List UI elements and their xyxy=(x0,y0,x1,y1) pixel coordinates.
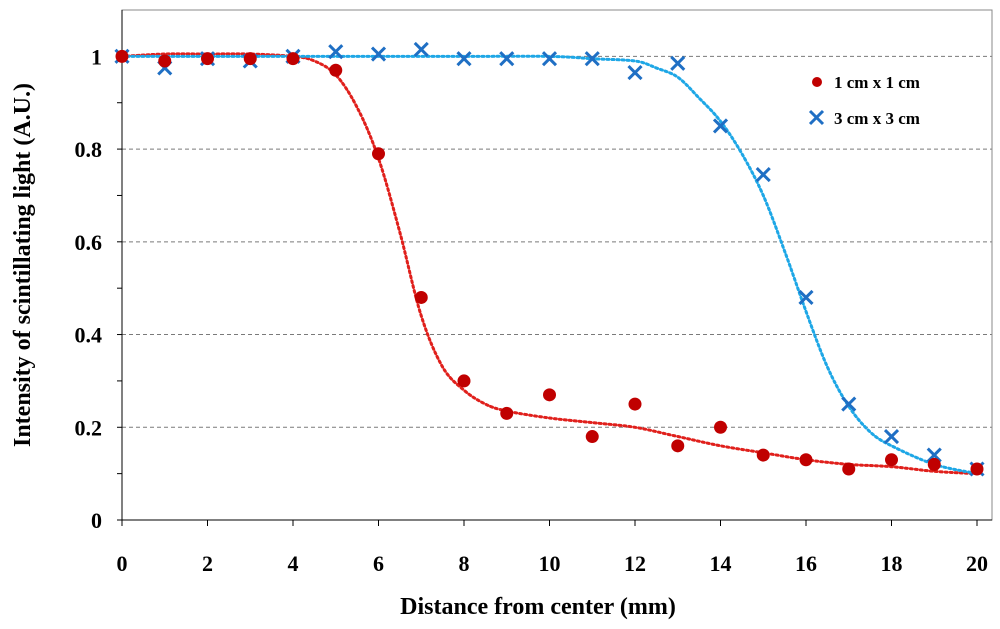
x-tick-label: 12 xyxy=(624,551,646,576)
data-point-series-2 xyxy=(798,289,814,306)
data-point-series-2 xyxy=(456,51,472,67)
x-axis-title: Distance from center (mm) xyxy=(400,594,676,620)
data-point-series-2 xyxy=(841,396,857,412)
x-tick-label: 6 xyxy=(373,551,384,576)
x-tick-label: 16 xyxy=(795,551,817,576)
x-tick-label: 10 xyxy=(539,551,561,576)
data-point-series-2 xyxy=(627,65,643,81)
data-point-series-1 xyxy=(842,462,856,476)
data-point-series-2 xyxy=(670,55,686,71)
data-point-series-1 xyxy=(756,448,770,462)
x-tick-label: 8 xyxy=(459,551,470,576)
data-point-series-1 xyxy=(970,462,984,476)
data-point-series-2 xyxy=(926,447,942,463)
legend-marker-series-2 xyxy=(808,109,825,126)
legend-label-series-1: 1 cm x 1 cm xyxy=(834,73,920,92)
data-point-series-1 xyxy=(329,63,343,77)
data-point-series-2 xyxy=(541,51,558,67)
data-point-series-1 xyxy=(543,388,556,402)
tick-labels: 00.20.40.60.810 2 4 6 8 10 12 14 16 18 20 xyxy=(75,44,989,576)
x-tick-label: 0 xyxy=(117,551,128,576)
y-tick-label: 0.6 xyxy=(75,230,103,255)
legend-label-series-2: 3 cm x 3 cm xyxy=(834,109,920,128)
data-point-series-1 xyxy=(671,439,685,453)
data-points xyxy=(114,41,985,477)
data-point-series-1 xyxy=(714,420,727,434)
data-point-series-2 xyxy=(755,167,771,183)
data-point-series-1 xyxy=(885,453,898,467)
trend-line-series-2 xyxy=(120,54,979,476)
data-point-series-1 xyxy=(115,49,129,63)
gridlines xyxy=(122,55,992,428)
data-point-series-2 xyxy=(883,428,900,445)
y-tick-label: 1 xyxy=(91,44,102,69)
x-tick-label: 20 xyxy=(966,551,988,576)
data-point-series-1 xyxy=(927,457,941,471)
legend: 1 cm x 1 cm 3 cm x 3 cm xyxy=(808,73,920,128)
data-point-series-2 xyxy=(712,118,729,134)
data-point-series-1 xyxy=(372,147,385,161)
data-point-series-1 xyxy=(585,430,599,444)
data-point-series-1 xyxy=(628,397,642,411)
data-point-series-1 xyxy=(286,52,300,66)
x-tick-label: 4 xyxy=(288,551,299,576)
legend-marker-series-1 xyxy=(812,77,822,87)
data-point-series-2 xyxy=(413,41,429,57)
data-point-series-1 xyxy=(414,290,428,304)
x-tick-label: 14 xyxy=(710,551,732,576)
y-tick-label: 0.4 xyxy=(75,323,103,348)
data-point-series-2 xyxy=(584,51,600,67)
data-point-series-1 xyxy=(201,52,214,66)
y-axis-title: Intensity of scintillating light (A.U.) xyxy=(10,83,36,447)
data-point-series-1 xyxy=(799,453,813,467)
data-point-series-1 xyxy=(457,374,471,388)
y-tick-label: 0 xyxy=(91,508,102,533)
data-point-series-1 xyxy=(158,54,172,68)
data-point-series-1 xyxy=(500,406,514,420)
x-tick-label: 2 xyxy=(202,551,213,576)
y-tick-label: 0.2 xyxy=(75,415,103,440)
data-point-series-2 xyxy=(328,44,344,60)
data-point-series-2 xyxy=(499,51,515,67)
y-tick-label: 0.8 xyxy=(75,137,103,162)
data-point-series-1 xyxy=(243,52,257,66)
x-tick-label: 18 xyxy=(881,551,903,576)
data-point-series-2 xyxy=(370,46,387,62)
